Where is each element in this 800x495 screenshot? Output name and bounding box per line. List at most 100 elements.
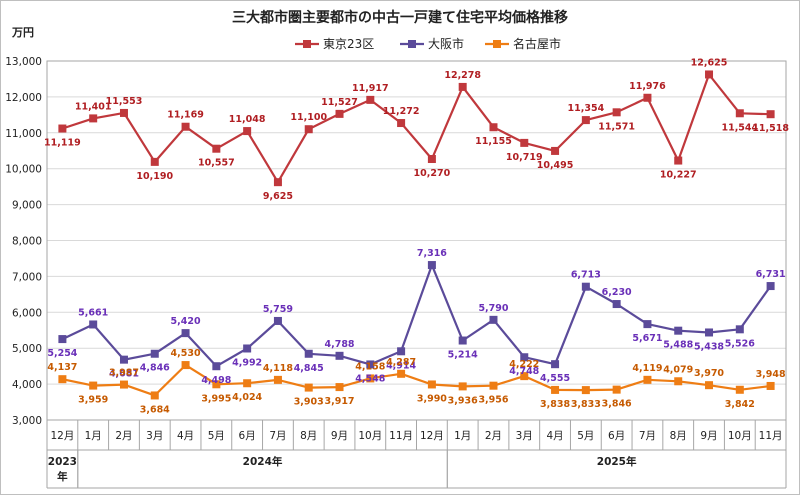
data-point — [581, 386, 590, 395]
x-axis: 12月 1月 2月 3月 4月 5月 6月 7月 8月 9月 10月 11月 12月 1月 2月 3月 4月 5月… — [46, 420, 787, 489]
data-point — [489, 381, 498, 390]
legend-item-2: 大阪市 — [400, 36, 464, 51]
x-tick-label: 11月 — [389, 430, 413, 442]
x-tick-label: 10月 — [728, 430, 752, 442]
data-point — [581, 282, 590, 291]
data-label: 11,976 — [629, 81, 666, 92]
data-label: 11,527 — [321, 97, 358, 108]
year-label-part: 2023 — [48, 456, 77, 468]
legend-label: 名古屋市 — [513, 36, 561, 51]
data-point — [612, 300, 621, 309]
data-point — [674, 326, 683, 335]
data-label: 11,571 — [598, 121, 635, 132]
data-label: 11,553 — [106, 96, 143, 107]
x-tick-label: 4月 — [177, 430, 194, 442]
data-point — [212, 380, 221, 389]
data-label: 3,838 — [540, 399, 570, 410]
data-label: 3,948 — [756, 369, 786, 380]
data-point — [766, 282, 775, 291]
data-label: 4,555 — [540, 373, 570, 384]
y-tick-label: 9,000 — [12, 200, 42, 212]
x-tick-label: 9月 — [700, 430, 717, 442]
year-group-label: 2023 年 — [48, 456, 77, 483]
legend-label: 大阪市 — [428, 36, 464, 51]
data-label: 3,987 — [109, 368, 139, 379]
year-label-part: 年 — [57, 470, 68, 483]
data-point — [119, 108, 128, 117]
data-label: 3,995 — [201, 393, 231, 404]
y-tick-label: 8,000 — [12, 236, 42, 248]
data-label: 10,495 — [537, 160, 574, 171]
data-point — [551, 360, 560, 369]
data-point — [366, 360, 375, 369]
data-point — [735, 109, 744, 118]
data-point — [273, 178, 282, 187]
x-tick-label: 3月 — [146, 430, 163, 442]
data-label: 4,137 — [47, 362, 77, 373]
data-label: 5,420 — [171, 316, 201, 327]
x-tick-label: 12月 — [420, 430, 444, 442]
x-tick-label: 1月 — [85, 430, 102, 442]
legend-item-1: 東京23区 — [295, 37, 374, 51]
data-label: 5,438 — [694, 341, 724, 352]
data-label: 5,790 — [478, 303, 508, 314]
data-label: 11,119 — [44, 138, 81, 149]
data-point — [89, 320, 98, 329]
data-label: 4,681 — [109, 369, 139, 380]
data-label: 11,169 — [167, 110, 204, 121]
data-point — [643, 93, 652, 102]
x-tick-label: 8月 — [300, 430, 317, 442]
data-label: 6,731 — [756, 269, 786, 280]
y-tick-label: 13,000 — [5, 56, 42, 68]
data-label: 11,100 — [290, 112, 327, 123]
series-line — [62, 364, 771, 397]
data-label: 12,278 — [444, 70, 481, 81]
data-point — [366, 374, 375, 383]
data-point — [489, 315, 498, 324]
data-label: 4,548 — [355, 373, 385, 384]
series-line — [62, 73, 771, 184]
legend-label: 東京23区 — [323, 37, 374, 51]
data-point — [181, 122, 190, 131]
x-tick-label: 2月 — [115, 430, 132, 442]
data-label: 4,222 — [509, 359, 539, 370]
data-point — [89, 114, 98, 123]
data-label: 11,272 — [383, 106, 420, 117]
data-label: 6,713 — [571, 270, 601, 281]
data-point — [181, 329, 190, 338]
data-point — [766, 381, 775, 390]
data-label: 10,557 — [198, 158, 235, 169]
legend-item-3: 名古屋市 — [485, 36, 561, 51]
x-tick-label: 5月 — [208, 430, 225, 442]
legend-marker — [493, 40, 501, 48]
data-label: 11,544 — [721, 122, 758, 133]
data-point — [58, 375, 67, 384]
data-label: 10,270 — [414, 168, 451, 179]
data-point — [89, 381, 98, 390]
data-point — [735, 325, 744, 334]
y-tick-label: 12,000 — [5, 92, 42, 104]
data-label: 9,625 — [263, 191, 293, 202]
x-tick-label: 11月 — [759, 430, 783, 442]
y-tick-label: 3,000 — [12, 415, 42, 427]
y-tick-label: 10,000 — [5, 164, 42, 176]
x-tick-label: 8月 — [670, 430, 687, 442]
data-point — [58, 124, 67, 133]
data-label: 5,759 — [263, 304, 293, 315]
data-label: 4,498 — [201, 375, 231, 386]
year-group-label: 2025年 — [597, 455, 637, 468]
data-point — [458, 382, 467, 391]
data-point — [58, 335, 67, 344]
x-tick-label: 6月 — [239, 430, 256, 442]
data-label: 3,990 — [417, 393, 447, 404]
data-point — [674, 377, 683, 386]
x-tick-label: 4月 — [546, 430, 563, 442]
data-point — [520, 353, 529, 362]
x-tick-label: 10月 — [358, 430, 382, 442]
data-point — [335, 109, 344, 118]
series-1 — [58, 70, 775, 187]
data-point — [243, 127, 252, 136]
data-point — [243, 344, 252, 353]
